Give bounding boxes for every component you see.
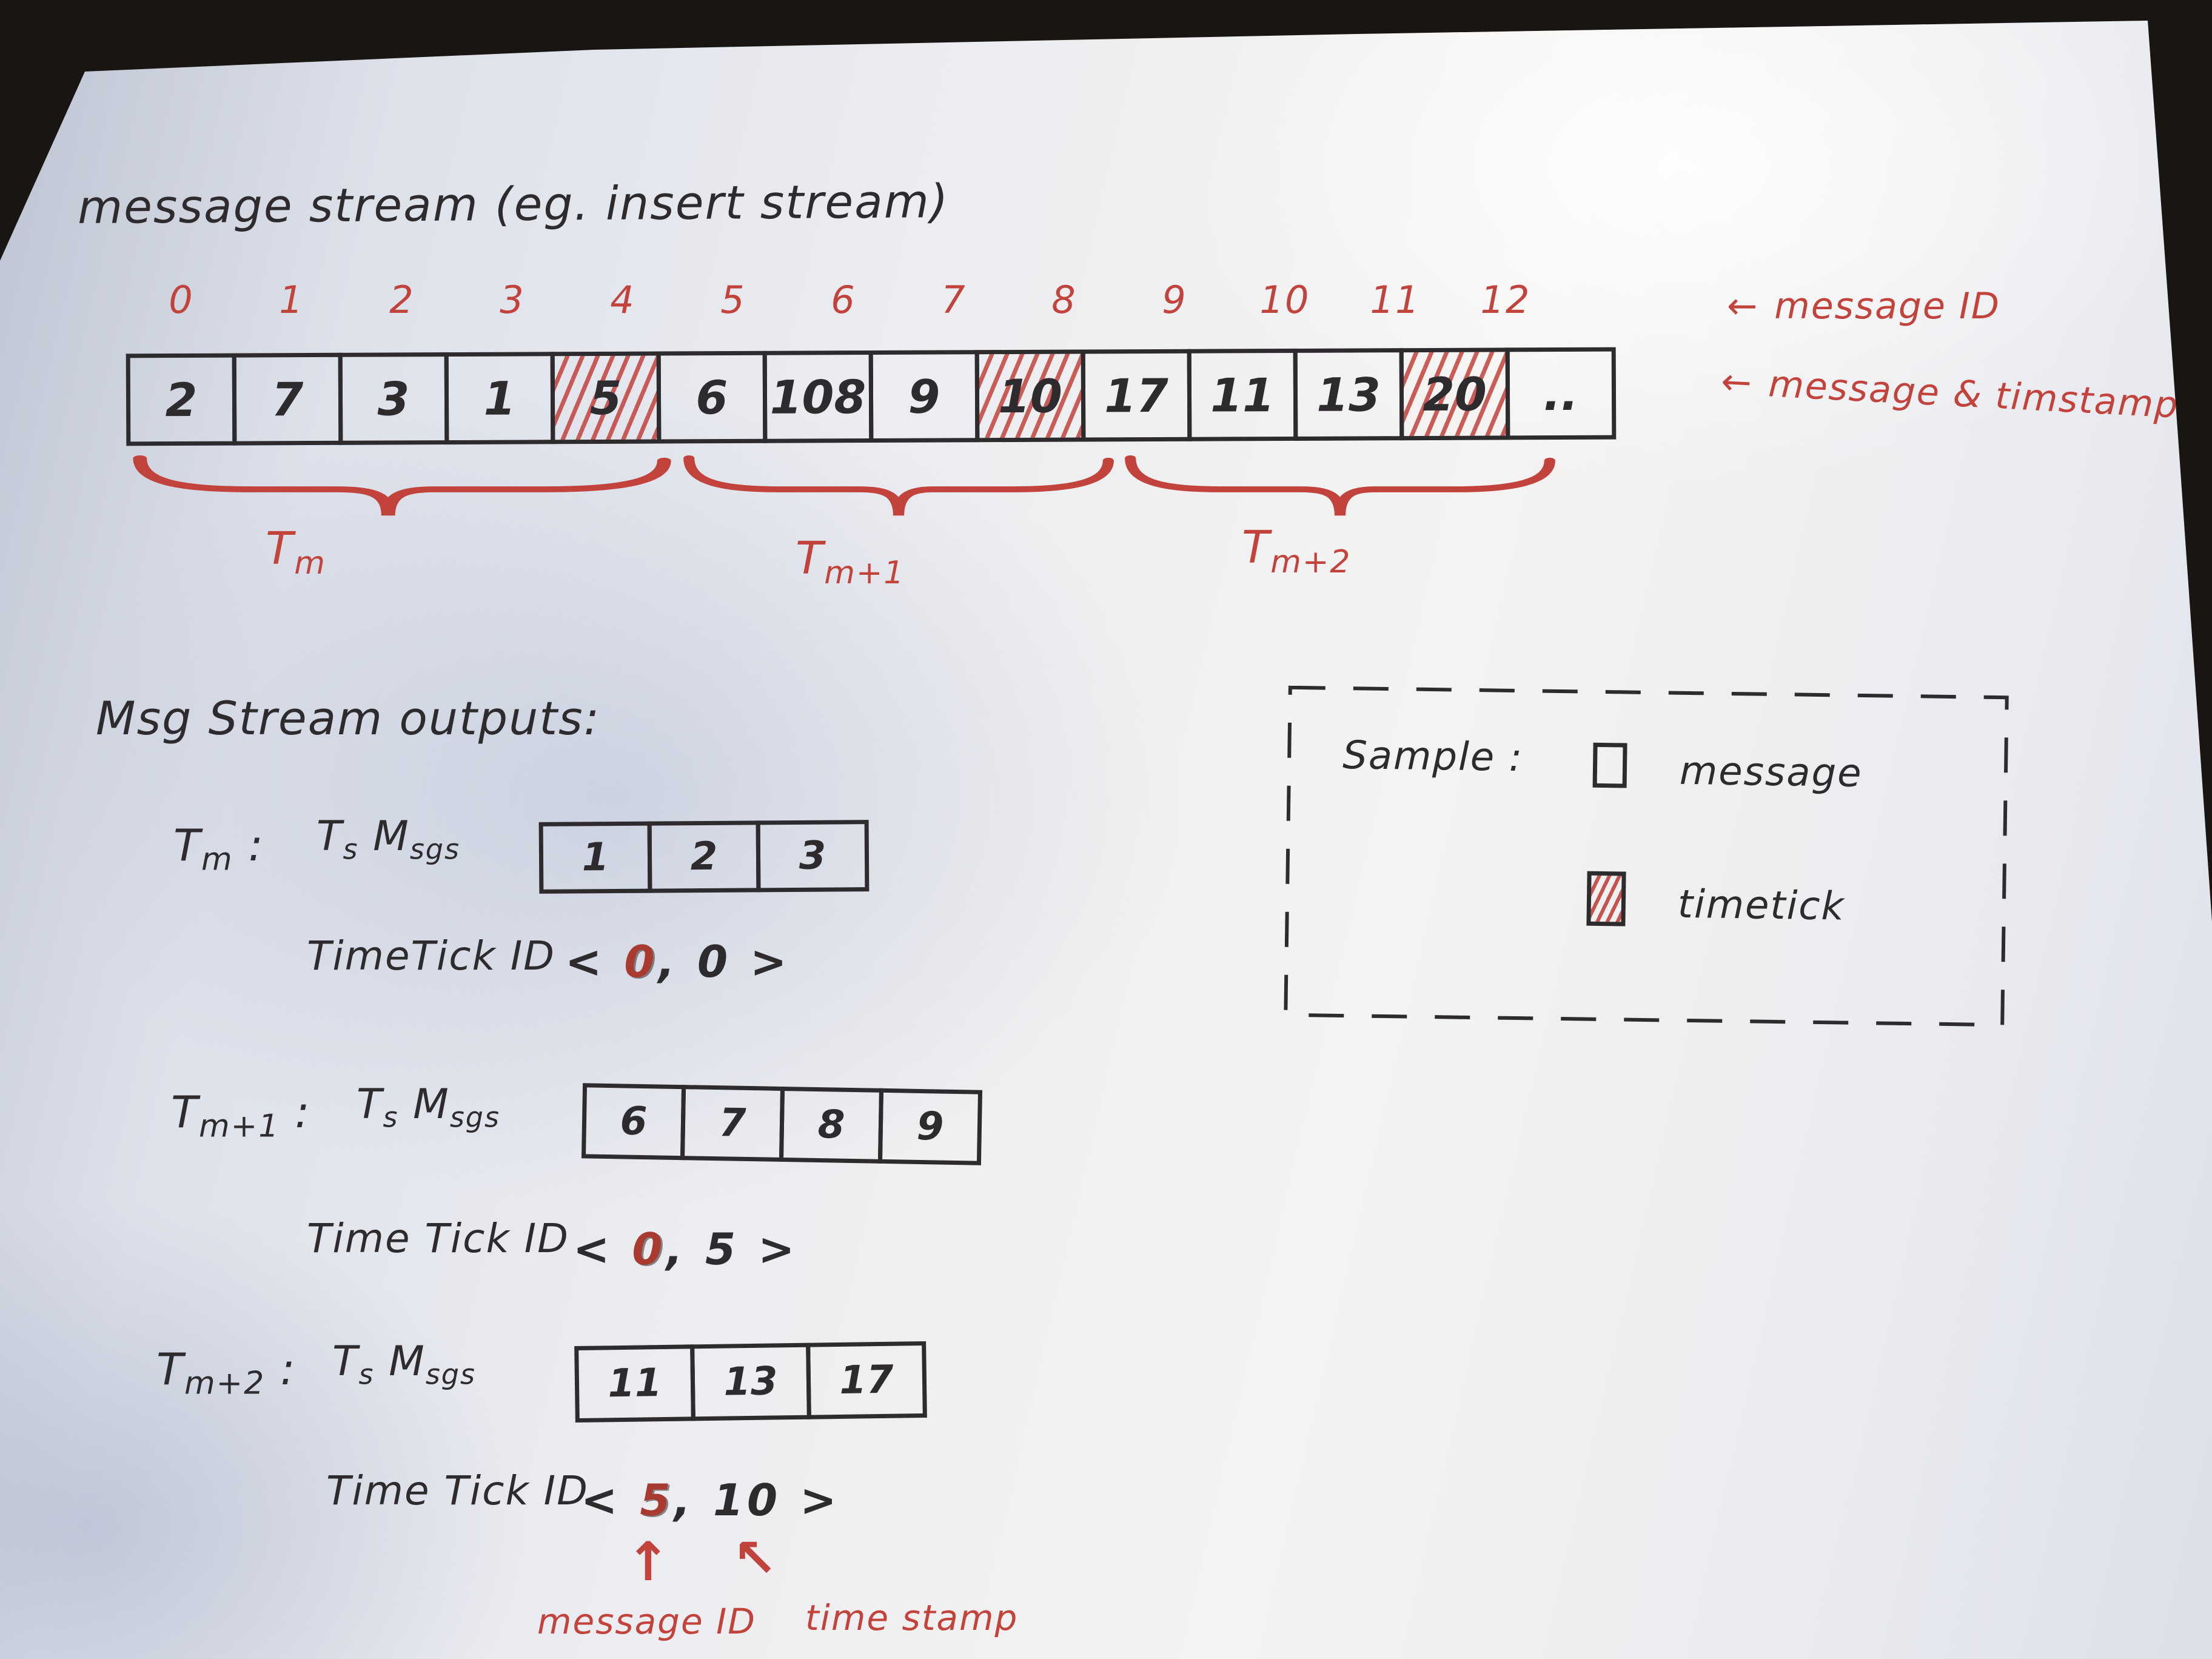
stream-cell-ellipsis: .. [1505,347,1617,440]
timetick-id-label: Time Tick ID [307,1215,569,1262]
timetick-id-label: Time Tick ID [326,1467,589,1514]
left-arrow-icon: ← [1727,285,1759,327]
stream-cell-value: 9 [908,369,940,424]
ts-msg-cell: 1 [538,821,652,894]
timetick-id-value: < 5, 10 > [581,1475,840,1526]
up-left-arrow-icon: ↖ [732,1527,779,1589]
index-label: 4 [610,278,635,322]
timetick-id-value: < 0, 0 > [565,936,791,987]
page-title: message stream (eg. insert stream) [77,173,950,235]
stream-cell: 2 [126,353,237,446]
legend-item-label: message [1679,748,1863,796]
stream-cell-value: 5 [589,370,622,425]
legend-title: Sample : [1342,732,1524,781]
stream-cell: 6 [656,350,768,444]
ts-msg-cell: 9 [877,1088,983,1165]
ts-msgs-label: Ts Msgs [332,1338,476,1391]
ts-msg-cell: 11 [574,1344,695,1423]
window-brace-tm2 [1125,455,1555,516]
ts-msg-cell: 2 [647,820,761,893]
index-label: 10 [1259,278,1310,322]
left-arrow-icon: ← [1720,360,1754,404]
ts-msg-cell: 13 [690,1342,811,1421]
timetick-id-value: < 0, 5 > [573,1224,799,1275]
output-row-label: Tm+2 : [156,1344,297,1402]
stream-cell-value: 108 [769,369,866,424]
message-square-icon [1592,742,1627,788]
index-label: 9 [1162,278,1187,322]
stream-cell: 11 [1187,348,1298,441]
message-stream-row: 2 7 3 1 5 6 108 9 10 17 11 13 20 .. [126,347,1617,446]
stream-cell-value: 2 [165,372,198,427]
index-label: 0 [169,278,194,322]
ts-msgs-box: 11 13 17 [574,1341,927,1423]
window-brace-tm1 [683,455,1114,516]
pointer-message-timestamp: ← message & timstamp [1720,360,2180,426]
index-label: 5 [720,278,746,322]
stream-cell-timetick: 5 [550,351,662,444]
timetick-id-label: TimeTick ID [307,933,555,979]
ts-msgs-label: Ts Msgs [357,1081,500,1134]
stream-cell-value: 6 [695,370,728,424]
index-label: 7 [941,278,967,322]
index-label: 3 [500,278,525,322]
stream-cell-value: 13 [1316,367,1381,422]
window-brace-tm [133,455,671,516]
legend-dashed-border [1284,685,2009,1027]
annotation-message-id: message ID [537,1601,756,1642]
timetick-square-icon [1586,871,1626,927]
window-label-tm: Tm [266,523,326,581]
ts-msg-cell: 7 [680,1085,785,1162]
stream-cell-value: 1 [483,371,516,426]
ts-msg-cell: 8 [779,1086,884,1164]
ts-msgs-box: 6 7 8 9 [581,1083,983,1165]
stream-cell-value: .. [1543,366,1579,421]
stream-cell-value: 20 [1422,367,1487,421]
legend-box: Sample : message timetick [1283,685,2009,1028]
window-label-tm2: Tm+2 [1242,521,1352,580]
index-label: 12 [1480,278,1531,322]
stream-cell-timetick: 20 [1399,347,1510,441]
ts-msg-cell: 3 [756,820,870,893]
output-row-label: Tm : [173,820,264,878]
ts-msg-cell: 6 [581,1083,686,1161]
stream-cell: 7 [232,352,343,446]
window-label-tm1: Tm+1 [796,532,905,591]
stream-cell-value: 7 [271,372,304,426]
ts-msgs-label: Ts Msgs [317,813,460,866]
stream-cell: 108 [762,350,874,443]
index-label: 1 [279,278,304,322]
index-label: 11 [1370,278,1421,322]
stream-cell-value: 17 [1104,368,1169,423]
stream-cell-timetick: 10 [974,349,1086,443]
stream-cell-value: 3 [377,371,410,426]
stream-cell: 13 [1293,348,1404,441]
index-label: 2 [389,278,415,322]
pointer-label: message ID [1774,285,2000,327]
up-arrow-icon: ↑ [626,1530,672,1593]
output-row-label: Tm+1 : [171,1087,311,1145]
stream-index-row: 0 1 2 3 4 5 6 7 8 9 10 11 12 [126,278,1561,322]
index-label: 8 [1051,278,1077,322]
index-label: 6 [831,278,856,322]
pointer-label: message & timstamp [1767,363,2180,427]
stream-cell-value: 11 [1210,367,1275,423]
annotation-timestamp: time stamp [805,1597,1019,1638]
stream-cell: 9 [868,350,980,443]
ts-msgs-box: 1 2 3 [538,820,870,894]
legend-item-label: timetick [1677,882,1846,930]
stream-cell: 17 [1081,349,1192,442]
pointer-message-id: ← message ID [1727,285,2000,327]
stream-cell-value: 10 [997,369,1063,423]
ts-msg-cell: 17 [806,1341,927,1419]
outputs-heading: Msg Stream outputs: [96,691,601,745]
stream-cell: 3 [338,352,449,445]
stream-cell: 1 [444,352,555,445]
